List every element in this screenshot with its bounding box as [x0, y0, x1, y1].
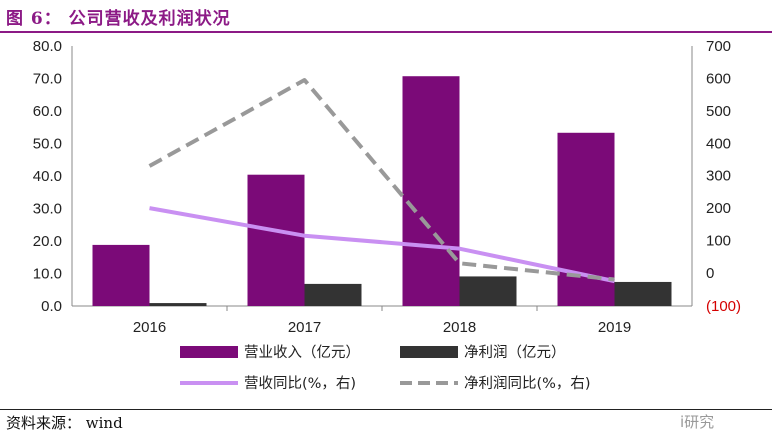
- category-axis: 2016 2017 2018 2019: [133, 306, 631, 336]
- legend-label: 净利润（亿元）: [464, 344, 566, 361]
- revenue-bar: [402, 76, 460, 306]
- watermark-text: i研究: [680, 413, 715, 431]
- category-label: 2016: [133, 319, 166, 336]
- bar-series: [92, 76, 672, 306]
- right-tick-label: (100): [706, 298, 741, 315]
- legend-label: 营收同比(%，右): [244, 375, 356, 392]
- left-tick-label: 70.0: [33, 71, 62, 88]
- net-profit-bar: [304, 283, 362, 306]
- category-label: 2018: [443, 319, 476, 336]
- footer-divider: [0, 409, 772, 410]
- legend-label: 净利润同比(%，右): [464, 375, 591, 392]
- page-title: 图 6： 公司营收及利润状况: [6, 9, 231, 29]
- left-tick-label: 0.0: [41, 298, 62, 315]
- left-tick-label: 50.0: [33, 136, 62, 153]
- right-axis: (100) 0 100 200 300 400 500 600 700: [691, 38, 741, 315]
- legend-item-revenue-growth: 营收同比(%，右): [180, 375, 356, 392]
- chart-legend: 营业收入（亿元） 净利润（亿元） 营收同比(%，右) 净利润同比(%，右): [180, 344, 591, 392]
- right-tick-label: 400: [706, 135, 731, 152]
- net-profit-growth-line: [148, 78, 615, 282]
- right-tick-label: 300: [706, 168, 731, 185]
- revenue-bar: [92, 244, 150, 306]
- right-tick-label: 200: [706, 200, 731, 217]
- right-tick-label: 100: [706, 233, 731, 250]
- net-profit-bar: [149, 303, 207, 306]
- left-tick-label: 80.0: [33, 38, 62, 55]
- right-tick-label: 600: [706, 70, 731, 87]
- right-tick-label: 0: [706, 265, 714, 282]
- right-tick-label: 500: [706, 103, 731, 120]
- legend-swatch: [180, 346, 238, 358]
- right-tick-label: 700: [706, 38, 731, 55]
- left-tick-label: 20.0: [33, 233, 62, 250]
- legend-item-revenue: 营业收入（亿元）: [180, 344, 360, 361]
- net-profit-bar: [614, 281, 672, 306]
- legend-item-net-profit: 净利润（亿元）: [400, 344, 566, 361]
- legend-label: 营业收入（亿元）: [244, 344, 360, 361]
- left-tick-label: 60.0: [33, 103, 62, 120]
- left-tick-label: 10.0: [33, 266, 62, 283]
- net-profit-bar: [459, 276, 517, 306]
- left-tick-label: 40.0: [33, 168, 62, 185]
- legend-swatch: [400, 346, 458, 358]
- legend-item-net-profit-growth: 净利润同比(%，右): [400, 375, 591, 392]
- left-tick-label: 30.0: [33, 201, 62, 218]
- title-divider: [0, 31, 772, 33]
- category-label: 2017: [288, 319, 321, 336]
- revenue-growth-line: [149, 206, 615, 284]
- category-label: 2019: [598, 319, 631, 336]
- revenue-bar: [247, 174, 305, 306]
- line-series: [148, 78, 615, 284]
- source-note: 资料来源： wind: [6, 414, 123, 432]
